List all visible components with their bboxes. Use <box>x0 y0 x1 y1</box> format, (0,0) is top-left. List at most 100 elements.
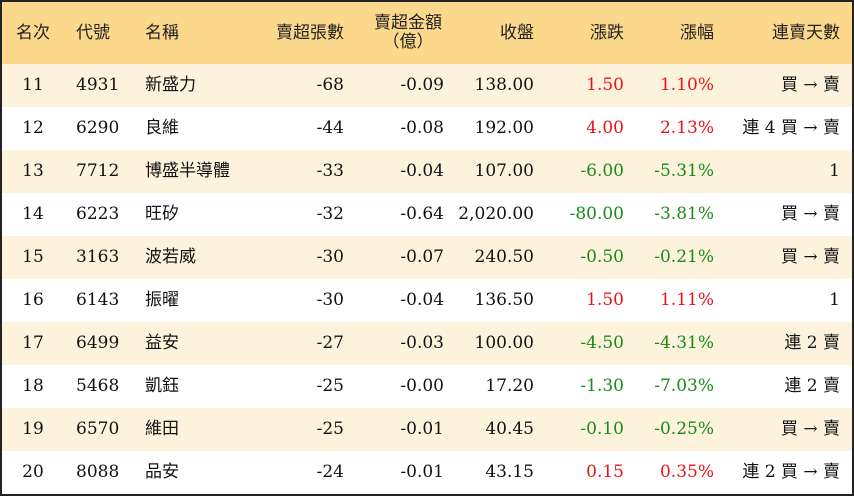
table-cell: 100.00 <box>474 333 534 354</box>
table-cell: 品安 <box>145 462 179 483</box>
table-cell: 連 4 買 → 賣 <box>742 118 840 139</box>
table-cell: -0.03 <box>400 333 444 354</box>
table-cell: 振曜 <box>145 290 179 311</box>
table-cell: -0.07 <box>400 247 444 268</box>
table-row: 16 6143 振曜 -30 -0.04 136.50 1.50 1.11% 1 <box>2 279 852 322</box>
table-cell: -80.00 <box>569 204 624 225</box>
table-cell: 凱鈺 <box>145 376 179 397</box>
table-cell: 買 → 賣 <box>780 419 840 440</box>
table-cell: 維田 <box>145 419 179 440</box>
table-row: 13 7712 博盛半導體 -33 -0.04 107.00 -6.00 -5.31% 1 <box>2 150 852 193</box>
table-cell: 15 <box>22 247 44 268</box>
table-cell: 136.50 <box>474 290 534 311</box>
table-cell: -0.04 <box>400 290 444 311</box>
table-cell: 波若威 <box>145 247 196 268</box>
table-cell: 博盛半導體 <box>145 161 230 182</box>
table-cell: -25 <box>316 419 344 440</box>
table-cell: 40.45 <box>485 419 534 440</box>
table-cell: -0.08 <box>400 118 444 139</box>
table-cell: 16 <box>22 290 44 311</box>
table-cell: 18 <box>22 376 44 397</box>
table-cell: 6570 <box>76 419 120 440</box>
table-cell: 買 → 賣 <box>780 75 840 96</box>
table-cell: 連 2 賣 <box>784 376 840 397</box>
table-cell: 43.15 <box>485 462 534 483</box>
header-cell: 代號 <box>76 22 110 43</box>
table-cell: 6223 <box>76 204 120 225</box>
table-row: 20 8088 品安 -24 -0.01 43.15 0.15 0.35% 連 2 買 → 賣 <box>2 451 852 494</box>
header-cell: 名稱 <box>145 22 179 43</box>
table-cell: -7.03% <box>654 376 714 397</box>
table-cell: 4.00 <box>586 118 624 139</box>
header-cell: 收盤 <box>500 22 534 43</box>
table-cell: 2.13% <box>659 118 714 139</box>
table-row: 12 6290 良維 -44 -0.08 192.00 4.00 2.13% 連 4 買 → 賣 <box>2 107 852 150</box>
table-cell: 12 <box>22 118 44 139</box>
table-cell: 240.50 <box>474 247 534 268</box>
table-cell: -44 <box>316 118 344 139</box>
table-cell: -1.30 <box>580 376 624 397</box>
table-row: 15 3163 波若威 -30 -0.07 240.50 -0.50 -0.21% 買 → 賣 <box>2 236 852 279</box>
table-cell: 連 2 買 → 賣 <box>742 462 840 483</box>
table-cell: 11 <box>22 75 44 96</box>
table-cell: 0.35% <box>659 462 714 483</box>
table-cell: 2,020.00 <box>458 204 534 225</box>
table-cell: 6290 <box>76 118 120 139</box>
header-cell: 名次 <box>16 22 50 43</box>
table-cell: -30 <box>316 247 344 268</box>
table-cell: 1 <box>829 290 840 311</box>
table-cell: 1.50 <box>586 75 624 96</box>
table-cell: -25 <box>316 376 344 397</box>
table-cell: 連 2 賣 <box>784 333 840 354</box>
table-cell: 20 <box>22 462 44 483</box>
table-cell: -3.81% <box>654 204 714 225</box>
table-cell: -32 <box>316 204 344 225</box>
table-cell: 1.11% <box>659 290 714 311</box>
table-cell: -5.31% <box>654 161 714 182</box>
table-cell: -0.04 <box>400 161 444 182</box>
table-cell: -0.09 <box>400 75 444 96</box>
table-cell: 6143 <box>76 290 120 311</box>
table-cell: -0.10 <box>580 419 624 440</box>
header-row: 名次 代號 名稱 賣超張數 賣超金額 （億） 收盤 漲跌 漲幅 連賣天數 <box>2 2 852 64</box>
table-cell: 107.00 <box>474 161 534 182</box>
table-cell: -24 <box>316 462 344 483</box>
table-cell: 旺矽 <box>145 204 179 225</box>
table-cell: -33 <box>316 161 344 182</box>
header-cell: 賣超金額 （億） <box>374 13 442 52</box>
table-row: 18 5468 凱鈺 -25 -0.00 17.20 -1.30 -7.03% 連 2 賣 <box>2 365 852 408</box>
table-cell: 買 → 賣 <box>780 247 840 268</box>
table-row: 14 6223 旺矽 -32 -0.64 2,020.00 -80.00 -3.81% 買 → … <box>2 193 852 236</box>
table-row: 19 6570 維田 -25 -0.01 40.45 -0.10 -0.25% 買 → 賣 <box>2 408 852 451</box>
table-cell: 益安 <box>145 333 179 354</box>
table-cell: 0.15 <box>586 462 624 483</box>
header-cell: 賣超張數 <box>276 22 344 43</box>
table-row: 17 6499 益安 -27 -0.03 100.00 -4.50 -4.31% 連 2 賣 <box>2 322 852 365</box>
table-cell: 良維 <box>145 118 179 139</box>
header-cell: 漲跌 <box>590 22 624 43</box>
table-cell: -0.50 <box>580 247 624 268</box>
table-cell: 1 <box>829 161 840 182</box>
table-cell: -4.50 <box>580 333 624 354</box>
table-cell: 6499 <box>76 333 120 354</box>
table-cell: -68 <box>316 75 344 96</box>
table-cell: 3163 <box>76 247 120 268</box>
table-cell: 138.00 <box>474 75 534 96</box>
table-cell: 14 <box>22 204 44 225</box>
table-cell: -0.01 <box>400 462 444 483</box>
table-row: 11 4931 新盛力 -68 -0.09 138.00 1.50 1.10% 買 → 賣 <box>2 64 852 107</box>
header-cell: 漲幅 <box>680 22 714 43</box>
table-cell: -27 <box>316 333 344 354</box>
table-cell: -4.31% <box>654 333 714 354</box>
table-cell: 8088 <box>76 462 120 483</box>
table-cell: -0.25% <box>654 419 714 440</box>
table-cell: -6.00 <box>580 161 624 182</box>
table-cell: 19 <box>22 419 44 440</box>
table-cell: -0.00 <box>400 376 444 397</box>
header-cell: 連賣天數 <box>772 22 840 43</box>
table-cell: 7712 <box>76 161 120 182</box>
table-cell: 192.00 <box>474 118 534 139</box>
table-cell: -0.01 <box>400 419 444 440</box>
table-cell: 17.20 <box>485 376 534 397</box>
